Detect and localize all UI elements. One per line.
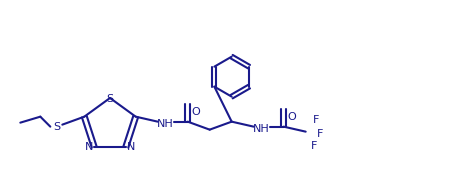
Text: S: S [53, 122, 60, 132]
Text: F: F [317, 129, 323, 139]
Text: O: O [191, 107, 200, 117]
Text: F: F [313, 115, 319, 125]
Text: N: N [85, 142, 93, 152]
Text: NH: NH [253, 124, 270, 134]
Text: O: O [287, 112, 296, 122]
Text: N: N [127, 142, 135, 152]
Text: F: F [310, 141, 317, 151]
Text: S: S [106, 94, 113, 104]
Text: NH: NH [157, 119, 174, 129]
